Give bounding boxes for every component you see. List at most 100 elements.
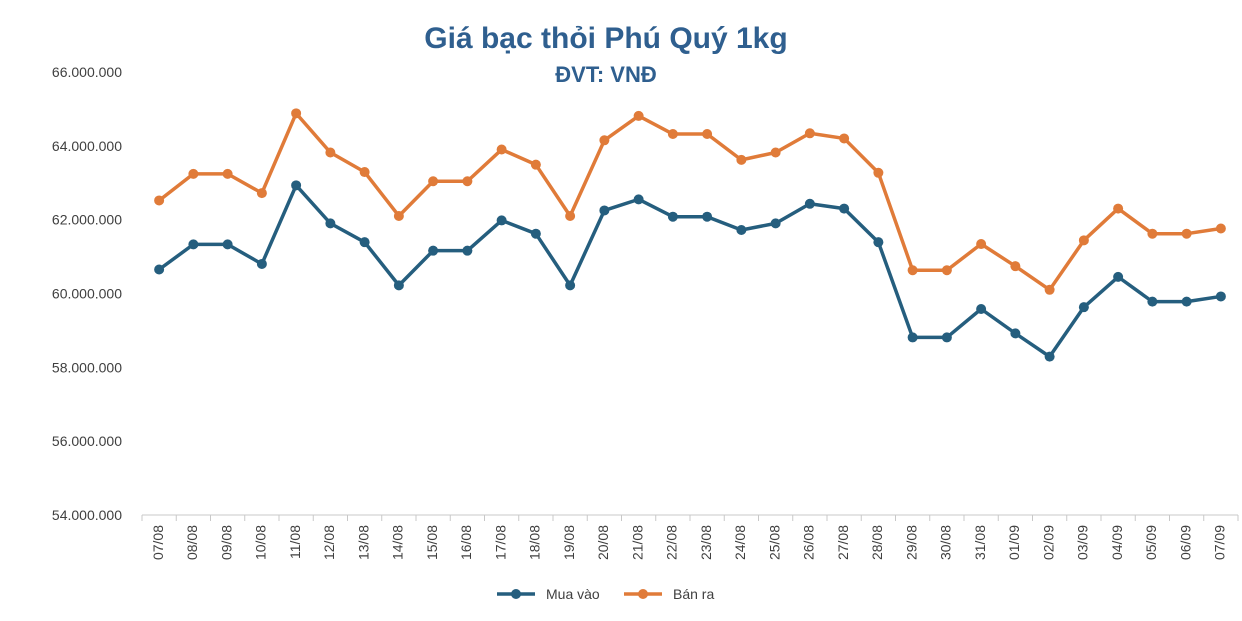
x-tick-label: 24/08 xyxy=(732,525,748,560)
x-tick-label: 19/08 xyxy=(561,525,577,560)
y-tick-label: 62.000.000 xyxy=(52,212,122,228)
x-tick-label: 05/09 xyxy=(1143,525,1159,560)
x-tick-label: 06/09 xyxy=(1177,525,1193,560)
data-point xyxy=(1044,284,1055,295)
y-axis: 54.000.000 56.000.000 58.000.000 60.000.000… xyxy=(52,64,122,523)
x-tick-label: 07/09 xyxy=(1212,525,1228,560)
x-axis: 07/08 08/08 09/08 10/08 11/08 12/08 13/08 14/08… xyxy=(141,514,1239,560)
data-point xyxy=(256,188,267,199)
data-point xyxy=(565,280,576,291)
data-point xyxy=(393,280,404,291)
data-point xyxy=(496,215,507,226)
series-mua-vao xyxy=(154,180,1226,362)
series-layer xyxy=(154,108,1226,362)
legend-swatch-marker xyxy=(511,589,521,599)
data-point xyxy=(907,332,918,343)
chart-title: Giá bạc thỏi Phú Quý 1kg xyxy=(424,22,787,55)
data-point xyxy=(291,180,302,191)
x-tick-label: 16/08 xyxy=(458,525,474,560)
x-tick-label: 26/08 xyxy=(801,525,817,560)
data-point xyxy=(907,265,918,276)
data-point xyxy=(256,258,267,269)
data-point xyxy=(325,218,336,229)
x-tick-label: 31/08 xyxy=(972,525,988,560)
data-point xyxy=(770,218,781,229)
x-tick-label: 10/08 xyxy=(253,525,269,560)
x-tick-label: 01/09 xyxy=(1006,525,1022,560)
series-line xyxy=(158,183,1222,359)
legend-item: Mua vào xyxy=(497,586,600,602)
series-ban-ra xyxy=(154,108,1226,295)
data-point xyxy=(1215,291,1226,302)
data-point xyxy=(462,176,473,187)
data-point xyxy=(941,265,952,276)
y-tick-label: 56.000.000 xyxy=(52,433,122,449)
data-point xyxy=(222,168,233,179)
data-point xyxy=(222,239,233,250)
x-tick-label: 13/08 xyxy=(355,525,371,560)
data-point xyxy=(154,264,165,275)
data-point xyxy=(565,210,576,221)
series-line xyxy=(158,111,1222,292)
x-tick-label: 25/08 xyxy=(766,525,782,560)
data-point xyxy=(667,129,678,140)
data-point xyxy=(976,304,987,315)
data-point xyxy=(1044,351,1055,362)
x-tick-label: 29/08 xyxy=(903,525,919,560)
data-point xyxy=(702,129,713,140)
x-tick-label: 07/08 xyxy=(150,525,166,560)
data-point xyxy=(530,159,541,170)
x-tick-label: 23/08 xyxy=(698,525,714,560)
data-point xyxy=(530,228,541,239)
data-point xyxy=(804,128,815,139)
data-point xyxy=(1113,203,1124,214)
data-point xyxy=(599,135,610,146)
x-tick-label: 08/08 xyxy=(184,525,200,560)
data-point xyxy=(736,225,747,236)
legend: Mua vào Bán ra xyxy=(497,586,714,602)
data-point xyxy=(839,203,850,214)
x-tick-label: 09/08 xyxy=(218,525,234,560)
x-tick-label: 17/08 xyxy=(492,525,508,560)
data-point xyxy=(804,198,815,209)
data-point xyxy=(1181,228,1192,239)
data-point xyxy=(633,194,644,205)
data-point xyxy=(188,168,199,179)
legend-swatch-marker xyxy=(638,589,648,599)
data-point xyxy=(736,154,747,165)
data-point xyxy=(1215,223,1226,234)
x-tick-label: 03/09 xyxy=(1075,525,1091,560)
data-point xyxy=(667,211,678,222)
data-point xyxy=(496,144,507,155)
data-point xyxy=(1147,296,1158,307)
x-tick-label: 02/09 xyxy=(1040,525,1056,560)
legend-item: Bán ra xyxy=(624,586,714,602)
legend-label: Bán ra xyxy=(673,586,714,602)
data-point xyxy=(188,239,199,250)
data-point xyxy=(702,211,713,222)
data-point xyxy=(839,133,850,144)
x-tick-label: 11/08 xyxy=(287,525,303,559)
data-point xyxy=(1010,261,1021,272)
x-tick-label: 27/08 xyxy=(835,525,851,560)
data-point xyxy=(428,176,439,187)
data-point xyxy=(359,237,370,248)
data-point xyxy=(291,108,302,119)
x-tick-label: 20/08 xyxy=(595,525,611,560)
y-tick-label: 64.000.000 xyxy=(52,138,122,154)
y-tick-label: 54.000.000 xyxy=(52,507,122,523)
data-point xyxy=(1147,228,1158,239)
data-point xyxy=(359,167,370,178)
data-point xyxy=(1010,328,1021,339)
x-tick-label: 28/08 xyxy=(869,525,885,560)
x-tick-label: 14/08 xyxy=(390,525,406,560)
data-point xyxy=(873,237,884,248)
x-tick-label: 18/08 xyxy=(527,525,543,560)
x-tick-label: 12/08 xyxy=(321,525,337,560)
x-tick-label: 22/08 xyxy=(664,525,680,560)
data-point xyxy=(462,245,473,256)
data-point xyxy=(770,147,781,158)
chart-subtitle: ĐVT: VNĐ xyxy=(555,62,656,87)
